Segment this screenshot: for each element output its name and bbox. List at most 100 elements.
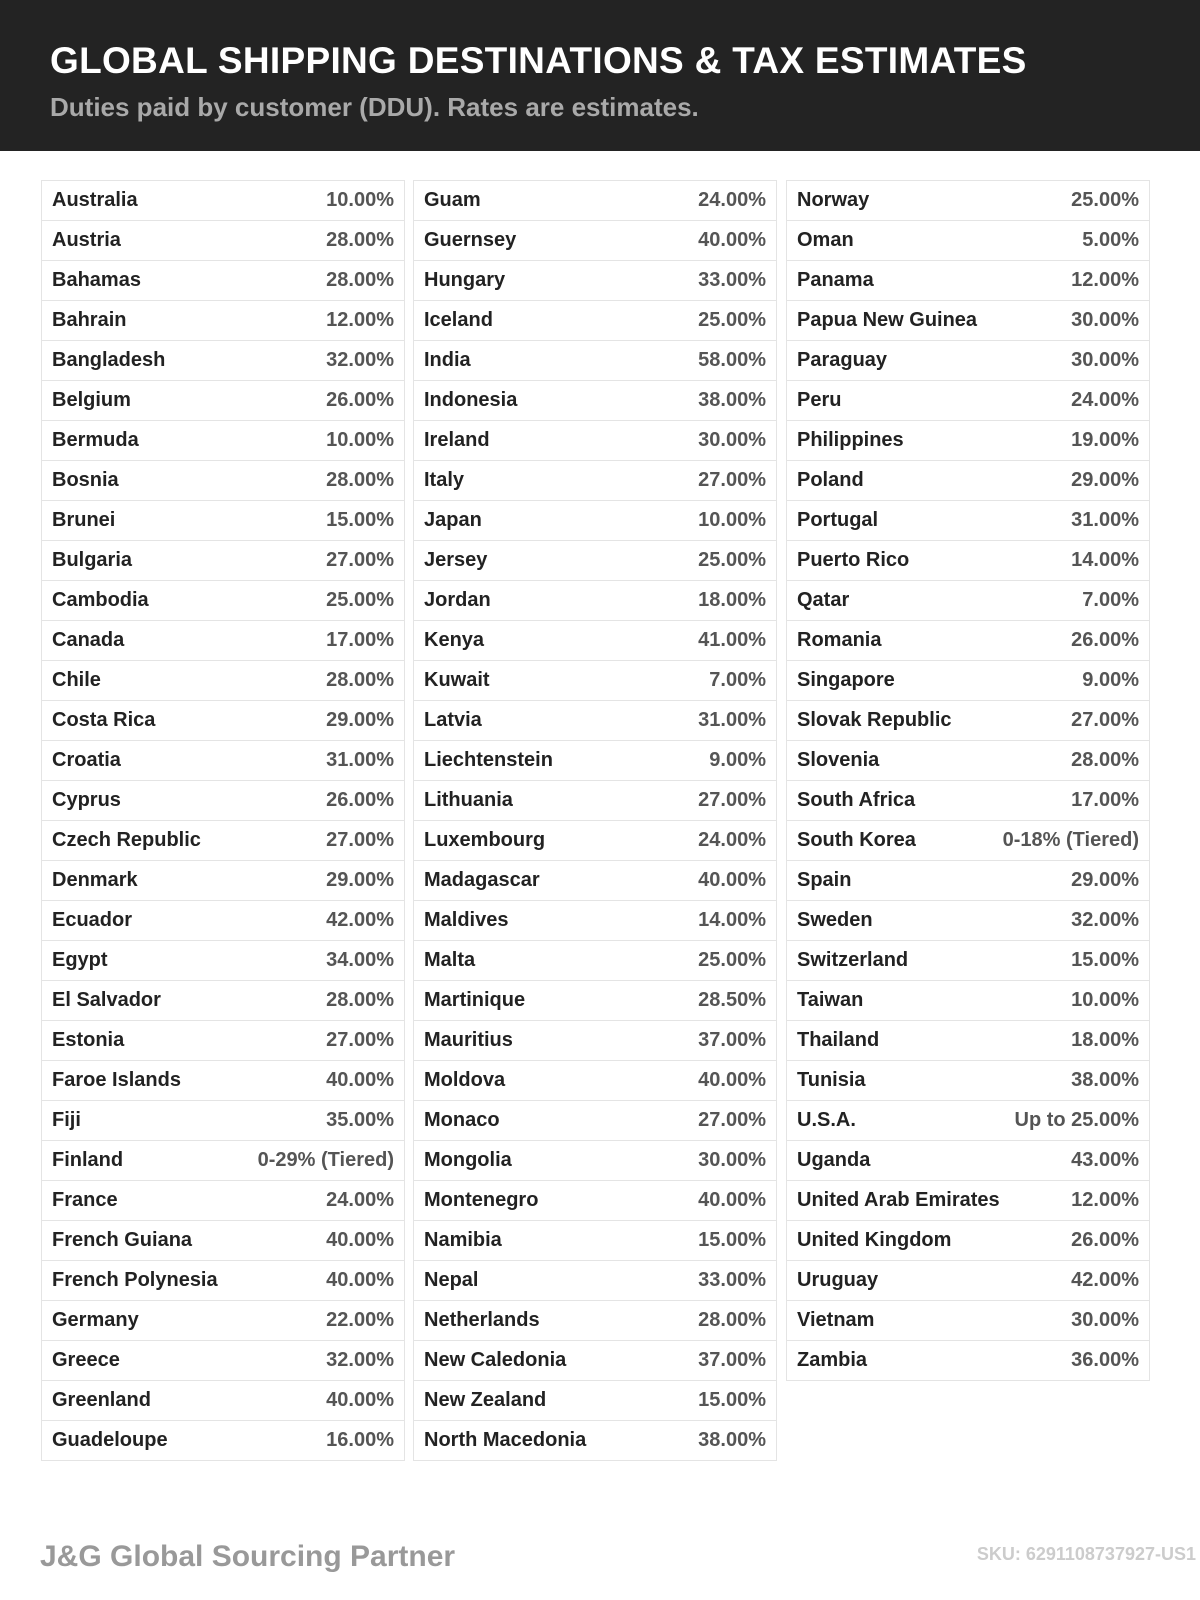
table-row: Moldova 40.00% [414, 1061, 776, 1101]
table-row: Hungary 33.00% [414, 261, 776, 301]
tax-rate: 28.00% [326, 989, 394, 1011]
table-row: Bulgaria 27.00% [42, 541, 404, 581]
tax-rate: 26.00% [1071, 1229, 1139, 1251]
country: Australia [52, 189, 138, 211]
table-row: Japan 10.00% [414, 501, 776, 541]
country: Qatar [797, 589, 850, 611]
tax-rate: 25.00% [698, 309, 766, 331]
country: Belgium [52, 389, 131, 411]
table-row: India 58.00% [414, 341, 776, 381]
table-row: Ecuador 42.00% [42, 901, 404, 941]
country: New Caledonia [424, 1349, 567, 1371]
table-row: Ireland 30.00% [414, 421, 776, 461]
table-column: Guam 24.00% Guernsey 40.00% Hungary 33.00% Ice… [413, 180, 777, 1461]
tax-rate: 9.00% [709, 749, 766, 771]
tax-rate: Up to 25.00% [1014, 1109, 1139, 1131]
country: Peru [797, 389, 842, 411]
tax-rate: 33.00% [698, 269, 766, 291]
country: Taiwan [797, 989, 864, 1011]
table-row: Paraguay 30.00% [787, 341, 1149, 381]
country: India [424, 349, 471, 371]
tax-rate: 40.00% [698, 1069, 766, 1091]
country: Bahamas [52, 269, 141, 291]
tax-rate: 37.00% [698, 1029, 766, 1051]
table-row: Guadeloupe 16.00% [42, 1421, 404, 1461]
brand: J&G Global Sourcing Partner [40, 1540, 456, 1573]
tax-rate: 10.00% [326, 189, 394, 211]
table-row: Papua New Guinea 30.00% [787, 301, 1149, 341]
table-row: Estonia 27.00% [42, 1021, 404, 1061]
tax-rate: 28.00% [326, 669, 394, 691]
country: Uruguay [797, 1269, 879, 1291]
table-row: United Kingdom 26.00% [787, 1221, 1149, 1261]
table-row: Portugal 31.00% [787, 501, 1149, 541]
tax-rate: 0-29% (Tiered) [257, 1149, 394, 1171]
table-row: Slovak Republic 27.00% [787, 701, 1149, 741]
tax-rate: 27.00% [326, 829, 394, 851]
tax-rate: 25.00% [326, 589, 394, 611]
table-row: Jordan 18.00% [414, 581, 776, 621]
table-row: Bosnia 28.00% [42, 461, 404, 501]
tax-rate: 38.00% [1071, 1069, 1139, 1091]
tax-rate: 30.00% [1071, 309, 1139, 331]
country: Monaco [424, 1109, 500, 1131]
tax-rate: 29.00% [326, 709, 394, 731]
country: Mongolia [424, 1149, 512, 1171]
tax-rate: 25.00% [698, 949, 766, 971]
header: GLOBAL SHIPPING DESTINATIONS & TAX ESTIM… [0, 0, 1200, 151]
country: Puerto Rico [797, 549, 910, 571]
tax-rate: 43.00% [1071, 1149, 1139, 1171]
table-row: Panama 12.00% [787, 261, 1149, 301]
country: Guam [424, 189, 481, 211]
table-row: Uganda 43.00% [787, 1141, 1149, 1181]
tax-rate: 14.00% [698, 909, 766, 931]
country: Sweden [797, 909, 873, 931]
table-row: Greenland 40.00% [42, 1381, 404, 1421]
country: Jordan [424, 589, 491, 611]
table-row: Czech Republic 27.00% [42, 821, 404, 861]
tax-rate: 7.00% [709, 669, 766, 691]
sku: SKU: 6291108737927-US1 [976, 1544, 1196, 1564]
country: Czech Republic [52, 829, 201, 851]
country: Spain [797, 869, 852, 891]
tax-rate: 28.00% [1071, 749, 1139, 771]
country: Norway [797, 189, 870, 211]
table-row: Finland 0-29% (Tiered) [42, 1141, 404, 1181]
country: South Africa [797, 789, 916, 811]
table-row: Luxembourg 24.00% [414, 821, 776, 861]
country: French Polynesia [52, 1269, 218, 1291]
country: Oman [797, 229, 854, 251]
country: Uganda [797, 1149, 871, 1171]
table-row: Uruguay 42.00% [787, 1261, 1149, 1301]
country: Singapore [797, 669, 895, 691]
country: Philippines [797, 429, 904, 451]
table-row: Madagascar 40.00% [414, 861, 776, 901]
country: El Salvador [52, 989, 161, 1011]
country: Romania [797, 629, 882, 651]
table-row: Canada 17.00% [42, 621, 404, 661]
tax-rate: 40.00% [326, 1229, 394, 1251]
tax-rate: 42.00% [326, 909, 394, 931]
country: Bermuda [52, 429, 139, 451]
tax-rate: 7.00% [1082, 589, 1139, 611]
table-column: Australia 10.00% Austria 28.00% Bahamas 28.00… [41, 180, 405, 1461]
country: Croatia [52, 749, 121, 771]
country: Slovak Republic [797, 709, 952, 731]
country: Latvia [424, 709, 482, 731]
tax-rate: 18.00% [1071, 1029, 1139, 1051]
tax-rate: 32.00% [1071, 909, 1139, 931]
tax-rate: 30.00% [1071, 1309, 1139, 1331]
country: Montenegro [424, 1189, 539, 1211]
table-row: Romania 26.00% [787, 621, 1149, 661]
tax-rate: 35.00% [326, 1109, 394, 1131]
country: Lithuania [424, 789, 513, 811]
country: Portugal [797, 509, 879, 531]
tax-rate: 32.00% [326, 349, 394, 371]
country: Bahrain [52, 309, 127, 331]
country: Tunisia [797, 1069, 866, 1091]
country: Finland [52, 1149, 124, 1171]
title: GLOBAL SHIPPING DESTINATIONS & TAX ESTIM… [50, 40, 1027, 81]
tax-rate: 28.00% [326, 469, 394, 491]
country: Maldives [424, 909, 509, 931]
table-row: Faroe Islands 40.00% [42, 1061, 404, 1101]
